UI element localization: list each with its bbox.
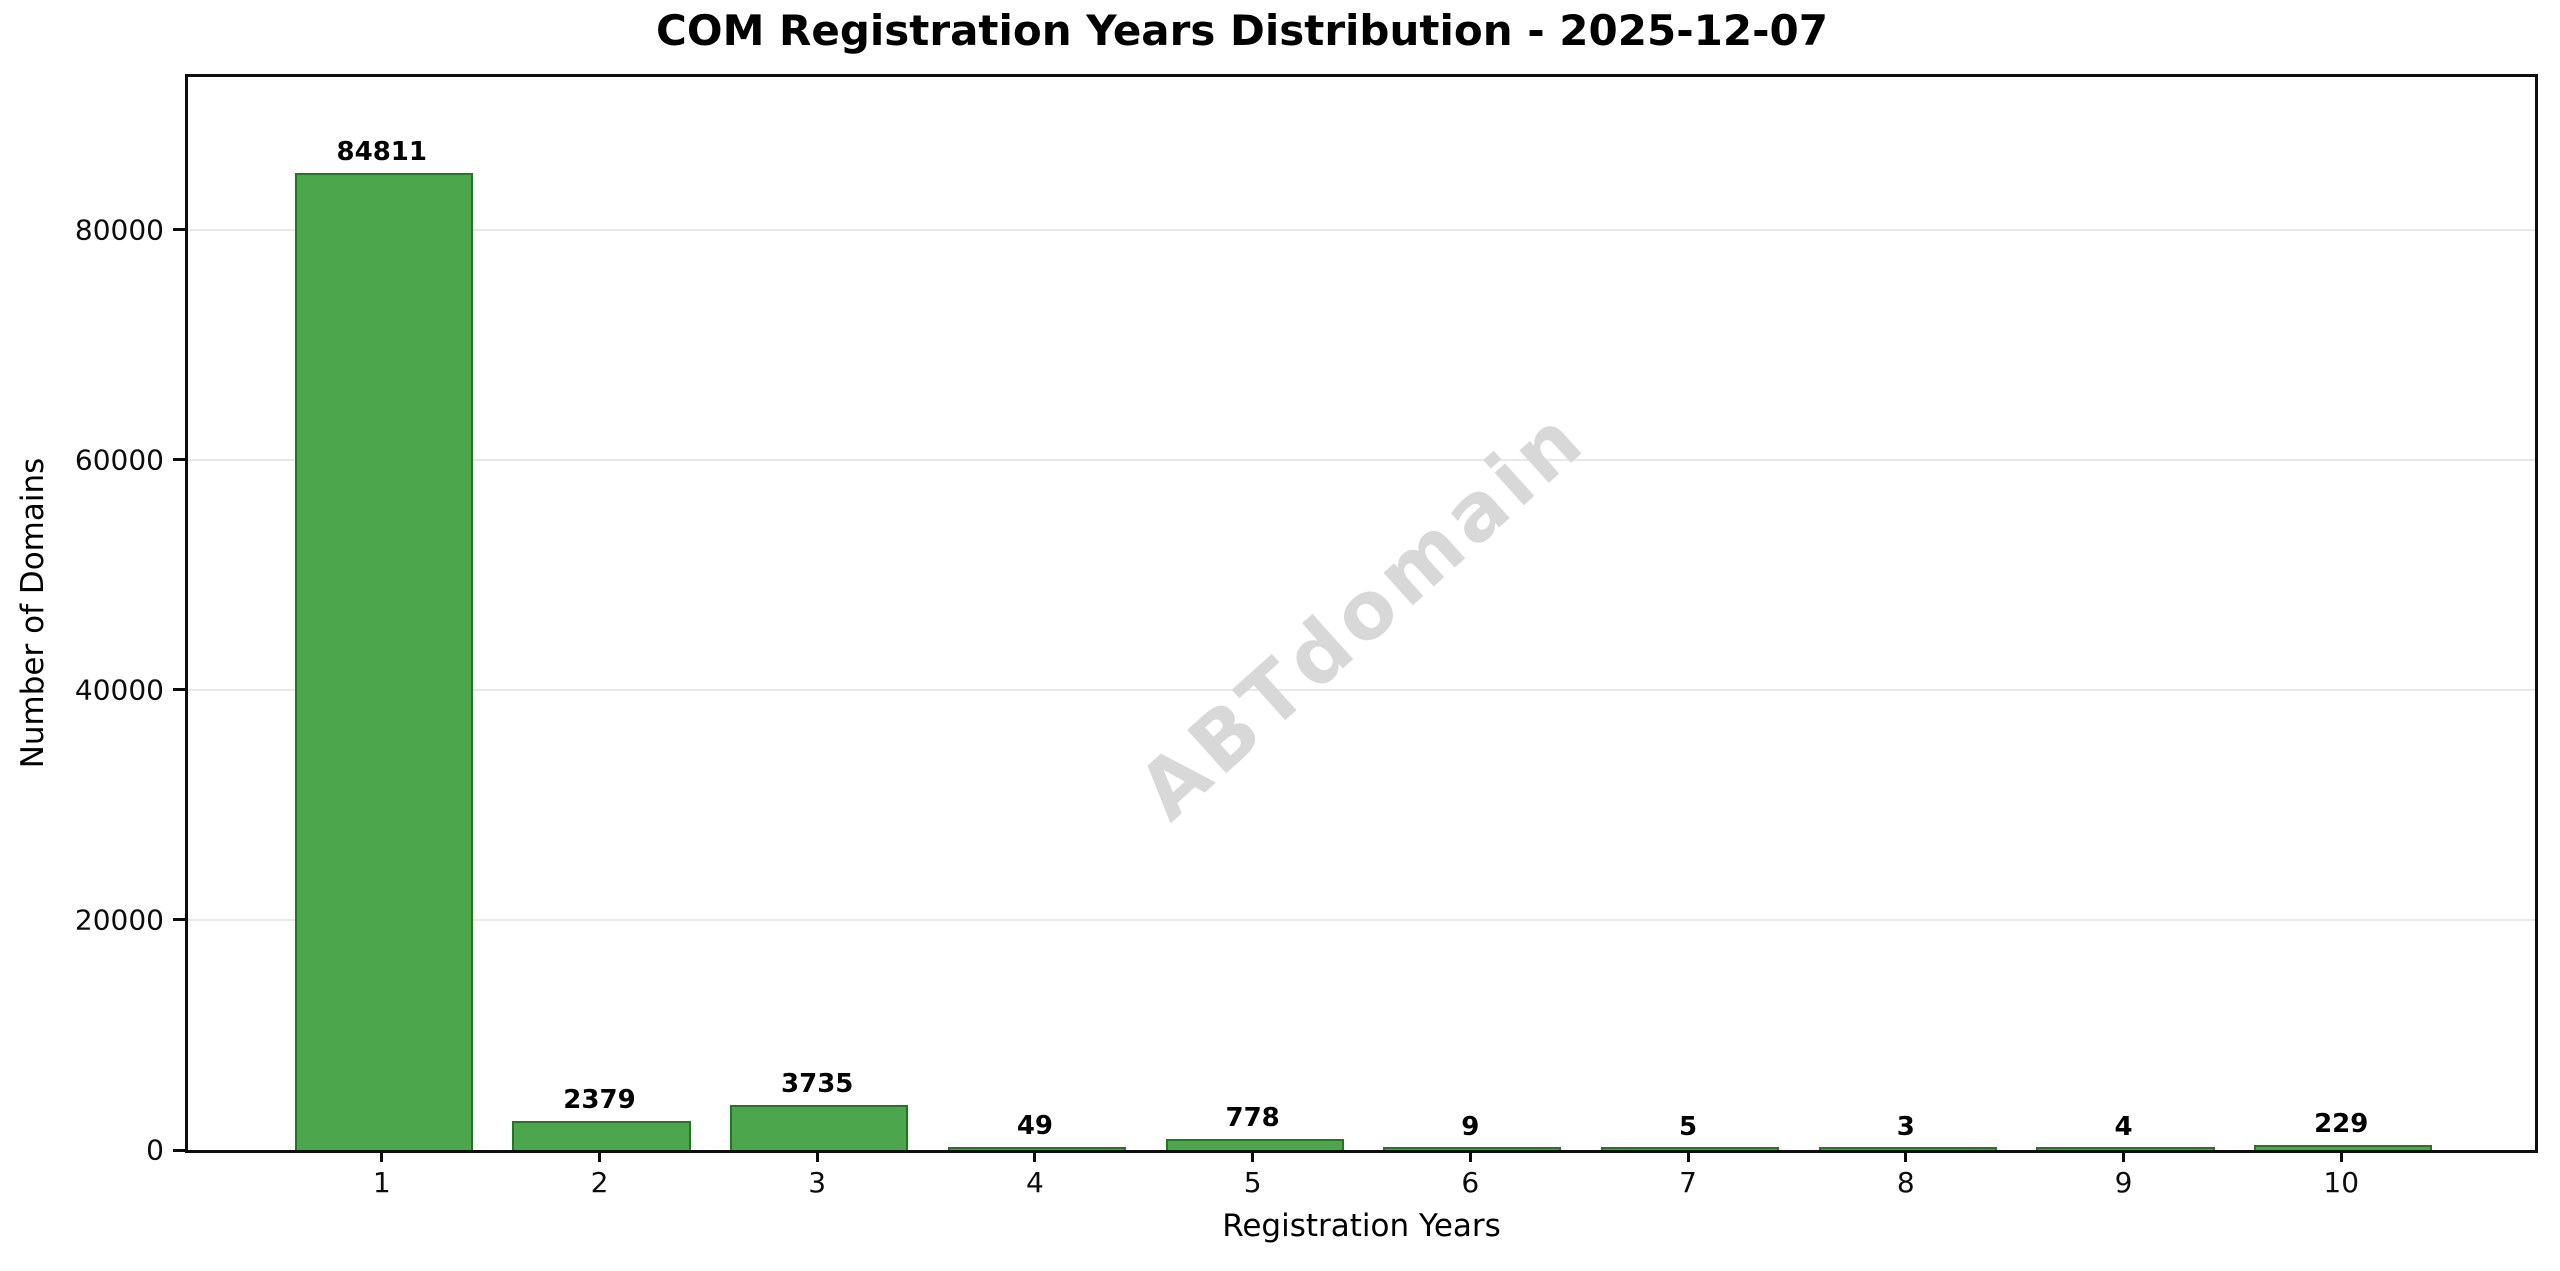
x-tick-label: 5 <box>1243 1166 1262 1199</box>
x-tick-label: 3 <box>808 1166 827 1199</box>
bar <box>294 172 473 1150</box>
x-tick-label: 10 <box>2323 1166 2360 1199</box>
gridline <box>188 688 2535 691</box>
x-tick <box>815 1147 819 1162</box>
y-tick <box>173 918 185 922</box>
y-tick <box>173 228 185 232</box>
gridline <box>188 458 2535 461</box>
x-tick <box>1468 1147 1472 1162</box>
x-tick-label: 7 <box>1679 1166 1697 1199</box>
gridline <box>188 918 2535 921</box>
bar-value-label: 84811 <box>336 136 427 167</box>
gridline <box>188 228 2535 231</box>
x-tick-label: 1 <box>372 1166 391 1199</box>
x-tick <box>380 1147 384 1162</box>
bar-value-label: 4 <box>2114 1111 2133 1142</box>
x-tick <box>1686 1147 1690 1162</box>
bar-value-label: 2379 <box>563 1084 636 1115</box>
y-tick <box>173 1148 185 1152</box>
y-tick-label: 40000 <box>74 673 164 707</box>
y-tick-label: 20000 <box>74 903 164 937</box>
x-tick <box>2339 1147 2343 1162</box>
watermark: ABTdomain <box>1120 389 1603 838</box>
bar <box>2254 1145 2433 1150</box>
y-tick <box>173 688 185 692</box>
bar <box>1383 1147 1562 1150</box>
bar <box>947 1147 1126 1150</box>
y-tick <box>173 458 185 462</box>
bar <box>1600 1147 1780 1150</box>
y-tick-label: 60000 <box>74 443 164 477</box>
bar <box>730 1105 909 1150</box>
bar-value-label: 778 <box>1225 1103 1280 1134</box>
x-tick-label: 6 <box>1461 1166 1480 1199</box>
bar-value-label: 229 <box>2314 1109 2369 1140</box>
x-tick-label: 8 <box>1896 1166 1915 1199</box>
bar-value-label: 9 <box>1461 1111 1480 1142</box>
bar <box>2036 1147 2215 1150</box>
chart-title: COM Registration Years Distribution - 20… <box>656 6 1828 55</box>
y-axis-label: Number of Domains <box>15 457 51 769</box>
x-tick <box>597 1147 601 1162</box>
bar-value-label: 3735 <box>781 1069 854 1100</box>
x-tick <box>1251 1147 1255 1162</box>
plot-area: ABTdomain 0 20000 40000 60000 80000 84811 1 237… <box>75 74 2538 1199</box>
x-axis-label: Registration Years <box>1222 1208 1501 1244</box>
x-tick-label: 9 <box>2114 1166 2133 1199</box>
x-tick <box>2122 1147 2125 1162</box>
bar <box>1818 1147 1997 1150</box>
x-tick-label: 4 <box>1026 1166 1044 1199</box>
bar-value-label: 5 <box>1679 1111 1698 1142</box>
y-tick-label: 0 <box>146 1133 164 1167</box>
x-tick <box>1904 1147 1908 1162</box>
bar-value-label: 49 <box>1016 1111 1054 1142</box>
x-tick <box>1033 1147 1037 1162</box>
bar <box>512 1120 691 1150</box>
bar-value-label: 3 <box>1896 1111 1915 1142</box>
x-tick-label: 2 <box>590 1166 609 1199</box>
bar <box>1165 1139 1344 1150</box>
y-tick-label: 80000 <box>74 213 164 247</box>
